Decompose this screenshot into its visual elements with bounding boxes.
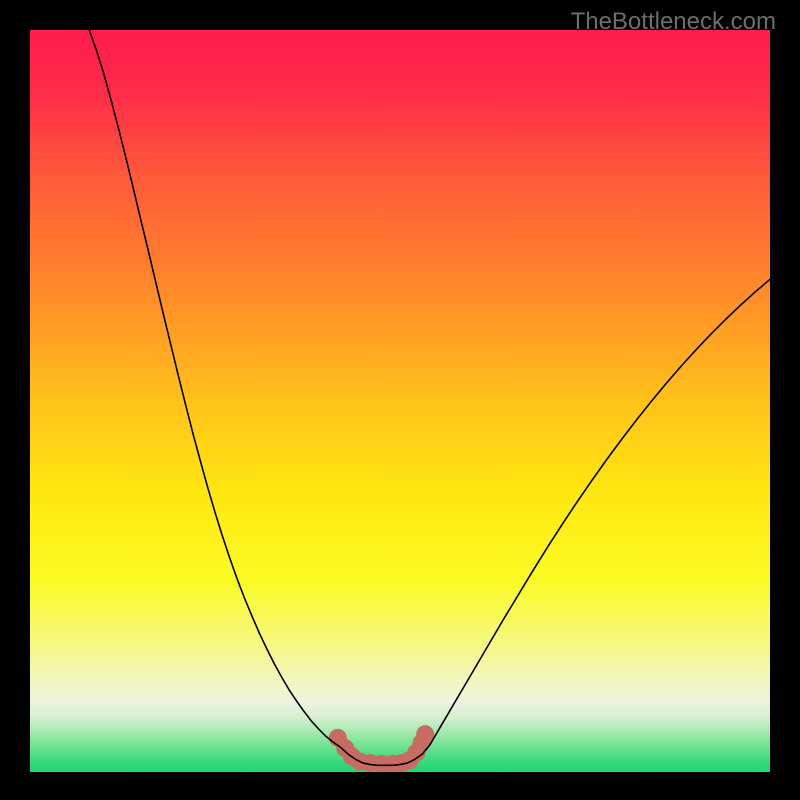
chart-stage: TheBottleneck.com (0, 0, 800, 800)
trough-marker (416, 725, 434, 743)
watermark-text: TheBottleneck.com (571, 8, 776, 36)
plot-svg (30, 30, 770, 772)
gradient-background (30, 30, 770, 772)
plot-area (30, 30, 770, 772)
